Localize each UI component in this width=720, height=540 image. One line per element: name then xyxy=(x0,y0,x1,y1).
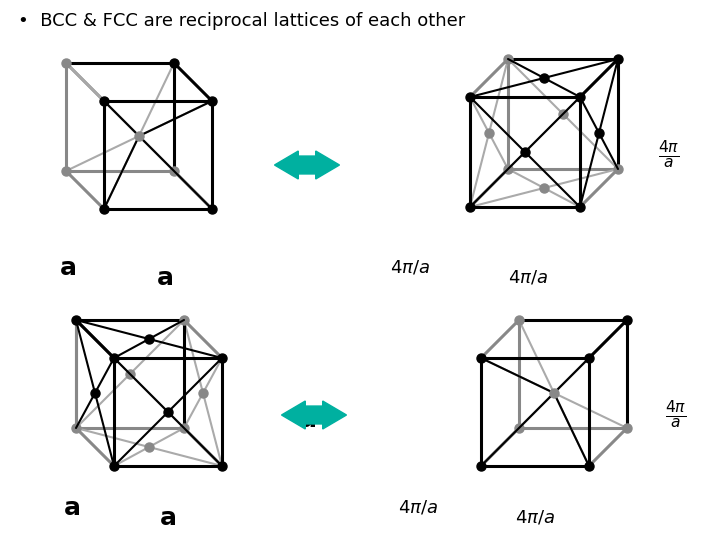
Text: $4\pi/a$: $4\pi/a$ xyxy=(508,269,548,287)
Text: a: a xyxy=(290,153,307,177)
Text: $\frac{4\pi}{a}$: $\frac{4\pi}{a}$ xyxy=(658,139,680,171)
Text: a: a xyxy=(156,266,174,290)
Text: a: a xyxy=(300,408,317,432)
Text: •  BCC & FCC are reciprocal lattices of each other: • BCC & FCC are reciprocal lattices of e… xyxy=(18,12,465,30)
Polygon shape xyxy=(274,151,340,179)
Text: $4\pi/a$: $4\pi/a$ xyxy=(390,259,430,277)
Text: a: a xyxy=(60,256,76,280)
Text: $4\pi/a$: $4\pi/a$ xyxy=(398,499,438,517)
Text: $4\pi/a$: $4\pi/a$ xyxy=(515,509,555,527)
Text: a: a xyxy=(63,496,81,520)
Text: a: a xyxy=(160,506,176,530)
Polygon shape xyxy=(282,401,346,429)
Text: $\frac{4\pi}{a}$: $\frac{4\pi}{a}$ xyxy=(665,399,686,431)
